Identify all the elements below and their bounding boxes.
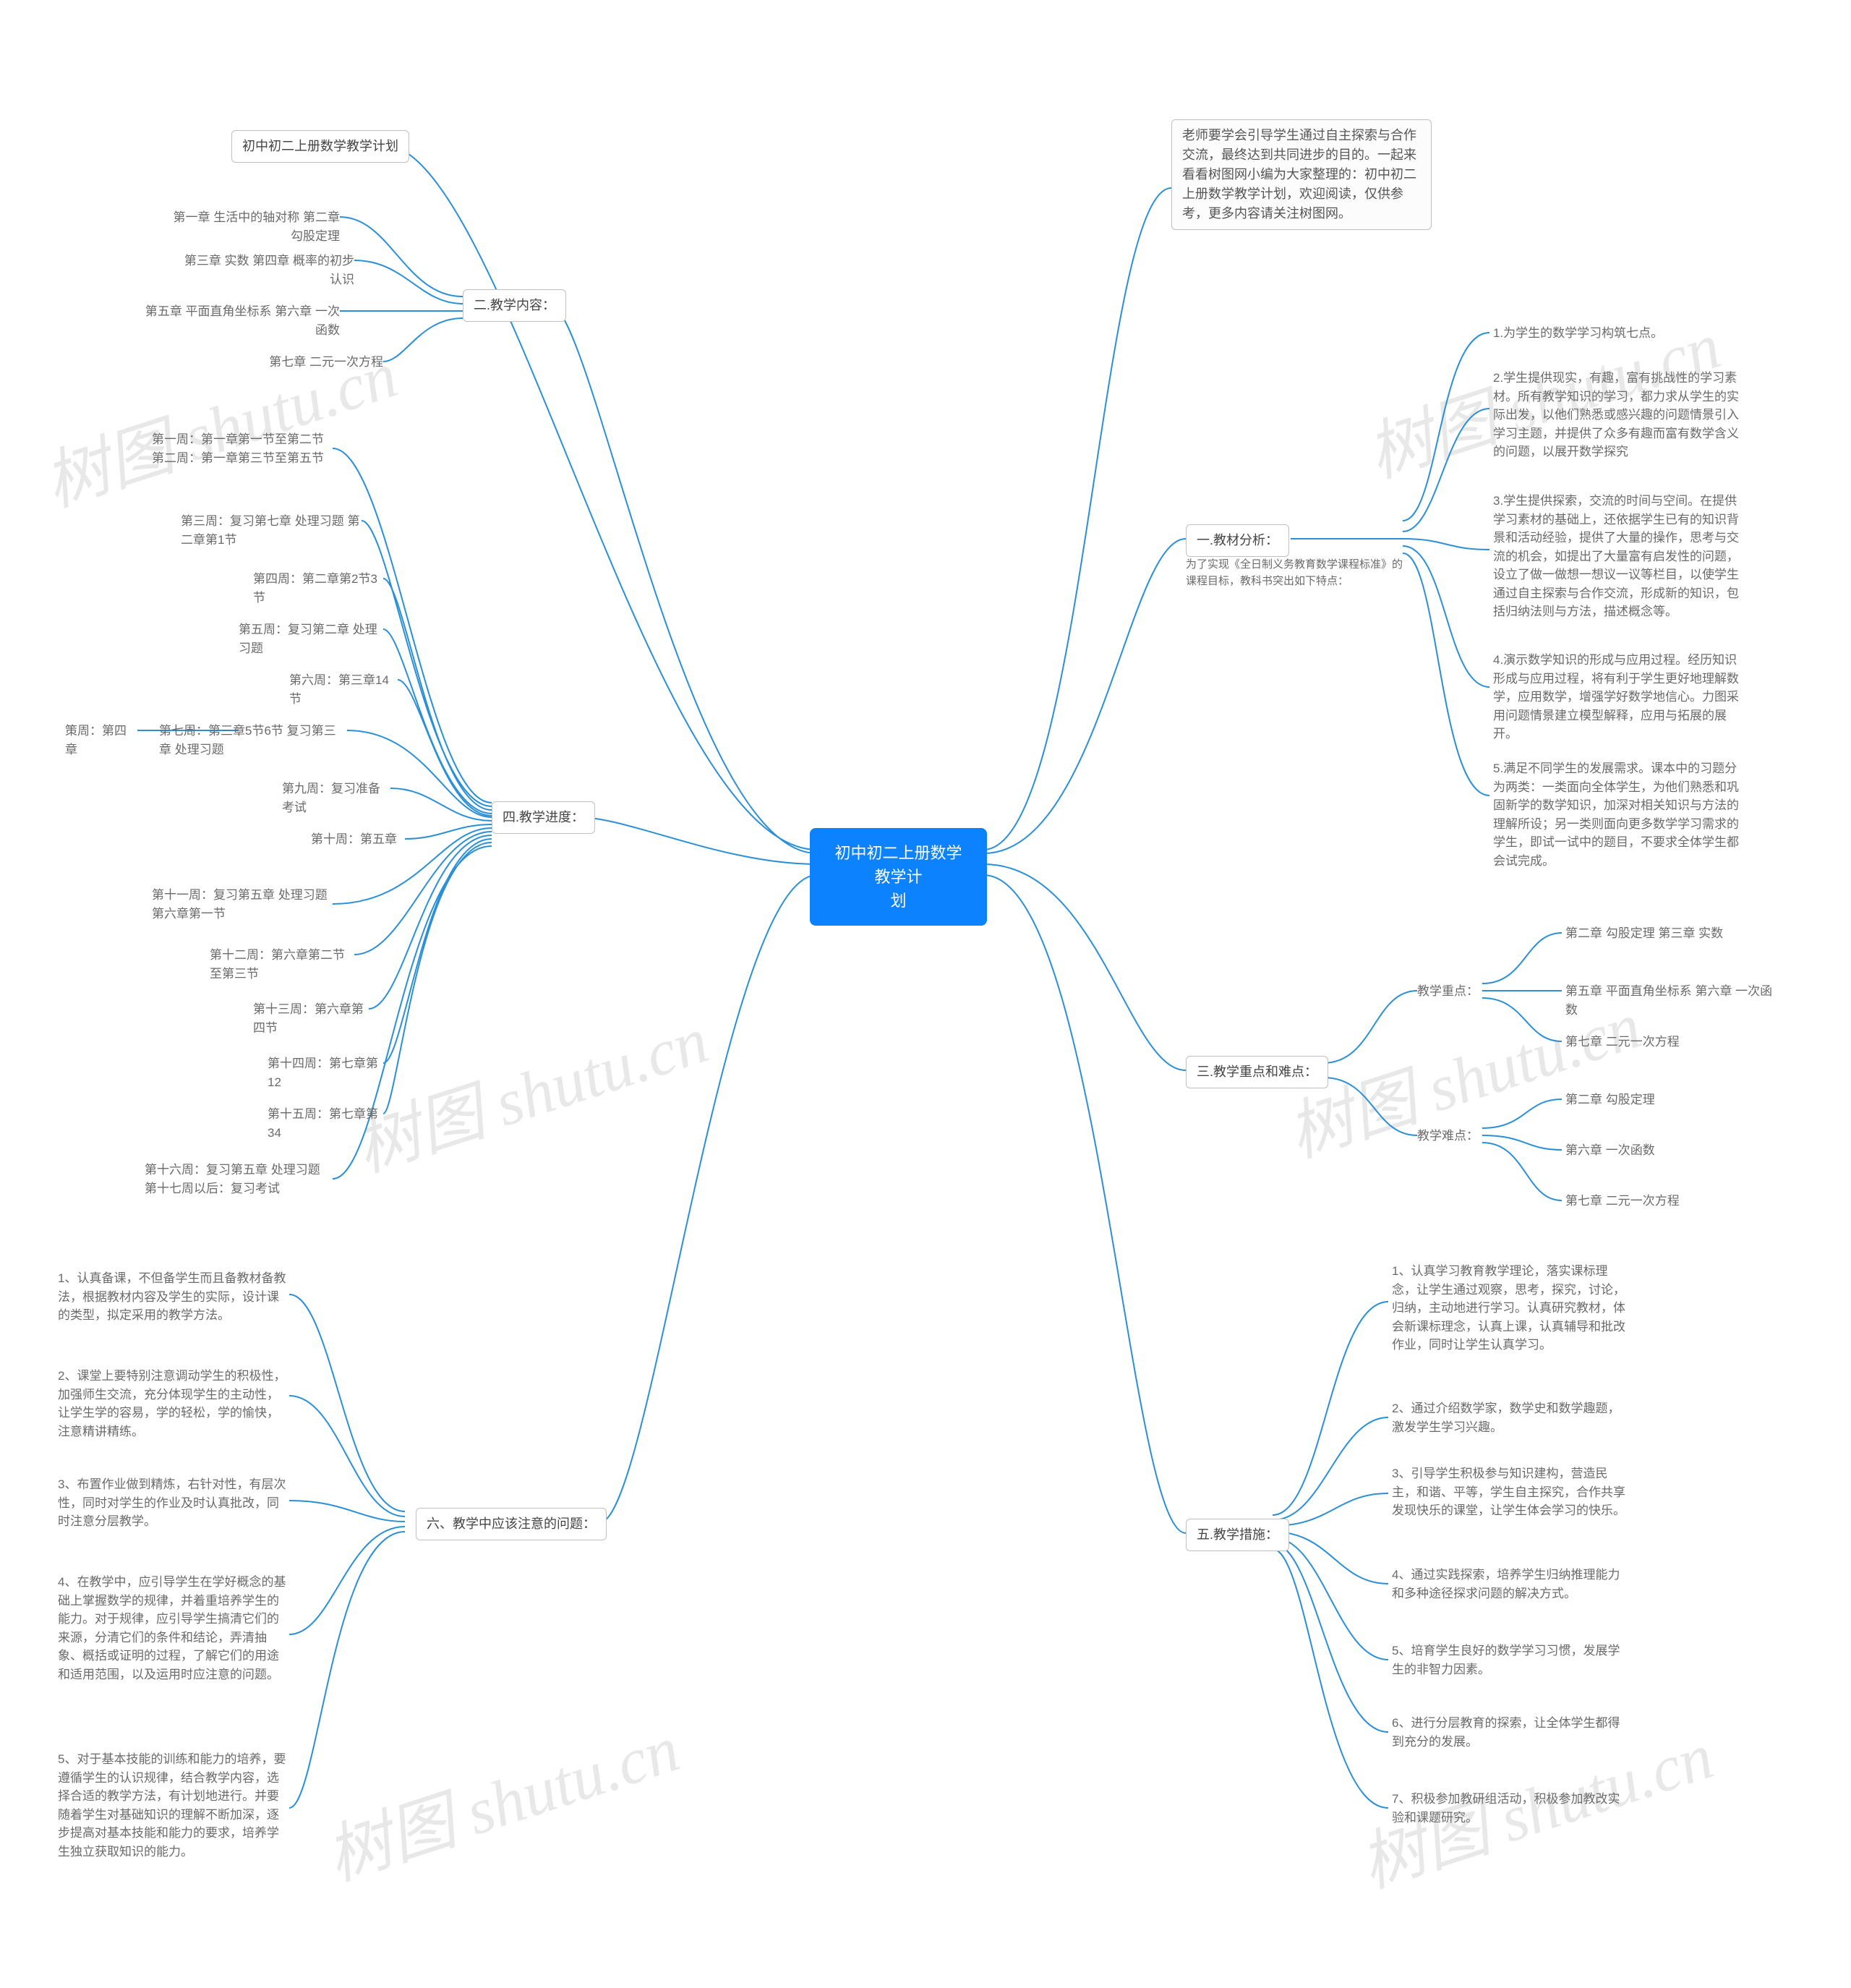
- branch1-item-1: 2.学生提供现实，有趣，富有挑战性的学习素材。所有教学知识的学习，都力求从学生的…: [1493, 369, 1739, 461]
- branch4-item-10: 第十三周：第六章第四节: [253, 1000, 369, 1037]
- watermark: 树图 shutu.cn: [312, 1696, 688, 1898]
- branch5-item-2: 3、引导学生积极参与知识建构，营造民主，和谐、平等，学生自主探究，合作共享发现快…: [1392, 1464, 1630, 1520]
- branch4-item-0: 第一周：第一章第一节至第二节 第二周：第一章第三节至第五节: [152, 430, 333, 467]
- branch5-node: 五.教学措施：: [1186, 1519, 1289, 1551]
- branch4-item-3: 第五周：复习第二章 处理习题: [239, 620, 383, 657]
- branch4-item-13: 第十六周：复习第五章 处理习题 第十七周以后：复习考试: [145, 1161, 333, 1198]
- title-node: 初中初二上册数学教学计划: [231, 130, 409, 163]
- branch4-item-8: 第十一周：复习第五章 处理习题 第六章第一节: [152, 886, 333, 923]
- branch6-item-0: 1、认真备课，不但备学生而且备教材备教法，根据教材内容及学生的实际，设计课的类型…: [58, 1269, 289, 1325]
- branch4-node: 四.教学进度：: [492, 801, 595, 834]
- branch3-zhongdian-label: 教学重点：: [1417, 982, 1479, 1001]
- branch6-item-1: 2、课堂上要特别注意调动学生的积极性，加强师生交流，充分体现学生的主动性，让学生…: [58, 1367, 289, 1441]
- center-title-l2: 划: [829, 889, 968, 913]
- branch6-node: 六、教学中应该注意的问题：: [416, 1508, 607, 1540]
- branch2-item-0: 第一章 生活中的轴对称 第二章 勾股定理: [159, 208, 340, 245]
- center-node: 初中初二上册数学教学计 划: [810, 828, 987, 926]
- branch3-zd-2: 第七章 二元一次方程: [1565, 1033, 1753, 1051]
- branch2-item-1: 第三章 实数 第四章 概率的初步认识: [181, 252, 354, 289]
- branch2-item-2: 第五章 平面直角坐标系 第六章 一次函数: [145, 302, 340, 339]
- branch3-zd-0: 第二章 勾股定理 第三章 实数: [1565, 924, 1753, 943]
- branch5-item-6: 7、积极参加教研组活动，积极参加教改实验和课题研究。: [1392, 1790, 1630, 1827]
- center-title-l1: 初中初二上册数学教学计: [829, 841, 968, 889]
- branch3-nd-0: 第二章 勾股定理: [1565, 1091, 1753, 1109]
- branch5-item-5: 6、进行分层教育的探索，让全体学生都得到充分的发展。: [1392, 1714, 1630, 1751]
- branch1-node: 一.教材分析：: [1186, 524, 1289, 557]
- branch1-item-0: 1.为学生的数学学习构筑七点。: [1493, 324, 1724, 343]
- branch1-lead: 为了实现《全日制义务教育数学课程标准》的课程目标，教科书突出如下特点：: [1186, 557, 1403, 589]
- branch1-item-4: 5.满足不同学生的发展需求。课本中的习题分为两类：一类面向全体学生，为他们熟悉和…: [1493, 759, 1739, 870]
- branch2-node: 二.教学内容：: [463, 289, 566, 322]
- branch4-extra: 策周：第四章: [65, 722, 137, 759]
- branch6-item-4: 5、对于基本技能的训练和能力的培养，要遵循学生的认识规律，结合教学内容，选择合适…: [58, 1750, 289, 1861]
- branch4-item-2: 第四周：第二章第2节3节: [253, 570, 383, 607]
- branch3-nandian-label: 教学难点：: [1417, 1127, 1479, 1146]
- branch3-nd-1: 第六章 一次函数: [1565, 1141, 1753, 1160]
- branch6-item-2: 3、布置作业做到精炼，右针对性，有层次性，同时对学生的作业及时认真批改，同时注意…: [58, 1475, 289, 1531]
- branch3-nd-2: 第七章 二元一次方程: [1565, 1192, 1753, 1211]
- branch4-item-11: 第十四周：第七章第12: [268, 1054, 383, 1091]
- branch5-item-0: 1、认真学习教育教学理论，落实课标理念，让学生通过观察，思考，探究，讨论，归纳，…: [1392, 1262, 1630, 1355]
- branch4-item-6: 第九周：复习准备考试: [282, 780, 390, 816]
- branch5-item-1: 2、通过介绍数学家，数学史和数学趣题，激发学生学习兴趣。: [1392, 1399, 1630, 1436]
- branch5-item-4: 5、培育学生良好的数学学习习惯，发展学生的非智力因素。: [1392, 1642, 1630, 1678]
- branch1-item-2: 3.学生提供探索，交流的时间与空间。在提供学习素材的基础上，还依据学生已有的知识…: [1493, 492, 1739, 621]
- intro-node: 老师要学会引导学生通过自主探索与合作交流，最终达到共同进步的目的。一起来看看树图…: [1171, 119, 1432, 230]
- branch4-item-4: 第六周：第三章14节: [289, 671, 398, 708]
- branch6-item-3: 4、在教学中，应引导学生在学好概念的基础上掌握数学的规律，并着重培养学生的能力。…: [58, 1573, 289, 1684]
- watermark: 树图 shutu.cn: [341, 987, 717, 1190]
- branch3-zd-1: 第五章 平面直角坐标系 第六章 一次函数: [1565, 982, 1782, 1019]
- branch4-item-5: 第七周：第三章5节6节 复习第三章 处理习题: [159, 722, 347, 759]
- branch2-item-3: 第七章 二元一次方程: [260, 353, 383, 372]
- branch4-item-12: 第十五周：第七章第34: [268, 1105, 383, 1142]
- branch1-item-3: 4.演示数学知识的形成与应用过程。经历知识形成与应用过程，将有利于学生更好地理解…: [1493, 651, 1739, 743]
- branch4-item-7: 第十周：第五章: [311, 830, 405, 849]
- branch5-item-3: 4、通过实践探索，培养学生归纳推理能力和多种途径探求问题的解决方式。: [1392, 1566, 1630, 1603]
- branch4-item-9: 第十二周：第六章第二节至第三节: [210, 946, 354, 983]
- branch4-item-1: 第三周：复习第七章 处理习题 第二章第1节: [181, 512, 362, 549]
- branch3-node: 三.教学重点和难点：: [1186, 1056, 1328, 1088]
